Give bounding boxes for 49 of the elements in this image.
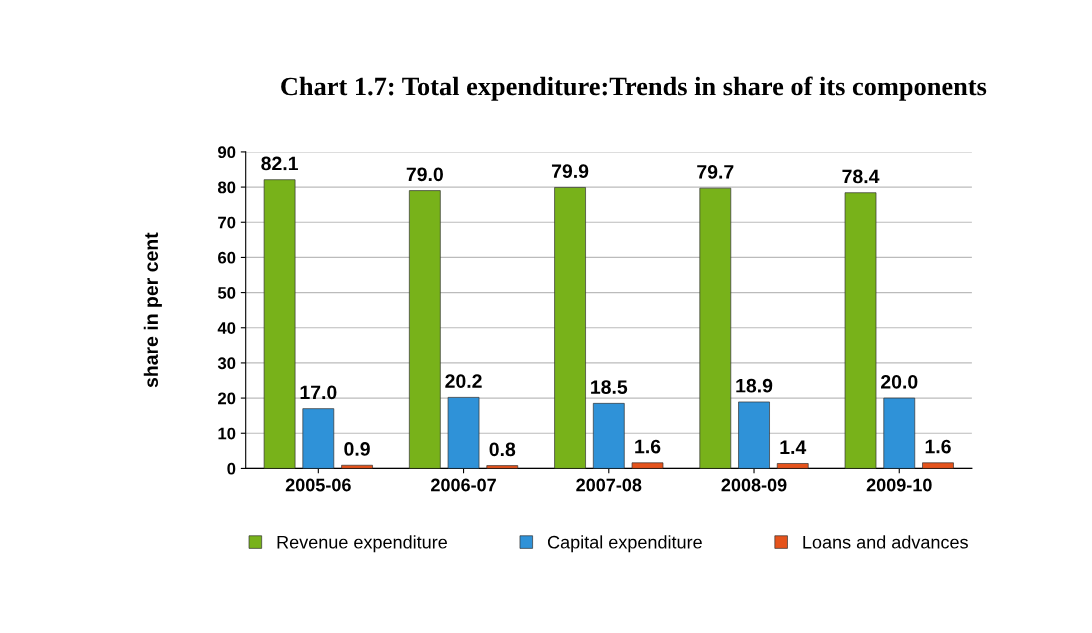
y-tick-label: 90 xyxy=(218,146,236,159)
y-tick-label: 60 xyxy=(218,251,236,264)
y-tick-label: 40 xyxy=(217,322,236,334)
bar xyxy=(486,465,519,469)
x-tick-label: 2006-07 xyxy=(431,478,496,492)
data-label: 20.2 xyxy=(445,374,482,388)
x-tick-label: 2008-09 xyxy=(721,478,787,492)
data-label: 79.0 xyxy=(406,167,443,182)
x-tick-label: 2005-06 xyxy=(285,478,351,492)
y-axis-title: share in per cent xyxy=(143,232,162,388)
bar xyxy=(883,397,916,469)
x-tick-label: 2009-10 xyxy=(866,478,932,492)
data-label: 18.5 xyxy=(591,380,628,394)
y-tick-label: 70 xyxy=(218,216,236,229)
x-tick-label: 2007-08 xyxy=(576,478,642,492)
bar xyxy=(592,403,625,469)
y-tick-label: 0 xyxy=(227,462,236,475)
chart-title: Chart 1.7: Total expenditure:Trends in share of its components xyxy=(281,76,987,101)
data-label: 82.1 xyxy=(261,156,298,171)
data-label: 79.7 xyxy=(697,164,734,179)
bar xyxy=(447,397,480,469)
bar xyxy=(302,408,335,469)
data-label: 79.9 xyxy=(551,164,589,179)
data-label: 1.6 xyxy=(925,439,951,454)
bar xyxy=(738,401,770,469)
y-tick-label: 10 xyxy=(218,427,236,440)
data-label: 0.9 xyxy=(344,442,370,456)
y-tick-label: 20 xyxy=(218,392,236,405)
y-tick-label: 50 xyxy=(217,286,236,299)
data-label: 20.0 xyxy=(881,374,918,389)
y-tick-label: 30 xyxy=(217,357,236,370)
bar xyxy=(408,190,441,469)
bar xyxy=(922,462,954,469)
bar xyxy=(699,187,732,469)
y-tick-label: 80 xyxy=(217,181,236,194)
legend-label: Revenue expenditure xyxy=(277,535,447,553)
legend-label: Capital expenditure xyxy=(547,535,702,553)
bar xyxy=(844,192,877,469)
data-label: 1.6 xyxy=(635,439,661,454)
data-label: 78.4 xyxy=(842,169,880,184)
data-label: 1.4 xyxy=(780,440,807,454)
legend-label: Loans and advances xyxy=(803,535,968,549)
data-label: 17.0 xyxy=(300,385,337,400)
bar xyxy=(776,463,809,469)
data-label: 18.9 xyxy=(736,378,773,393)
bar xyxy=(263,179,296,469)
bar xyxy=(554,187,586,469)
data-label: 0.8 xyxy=(489,442,516,457)
bar xyxy=(631,462,664,469)
